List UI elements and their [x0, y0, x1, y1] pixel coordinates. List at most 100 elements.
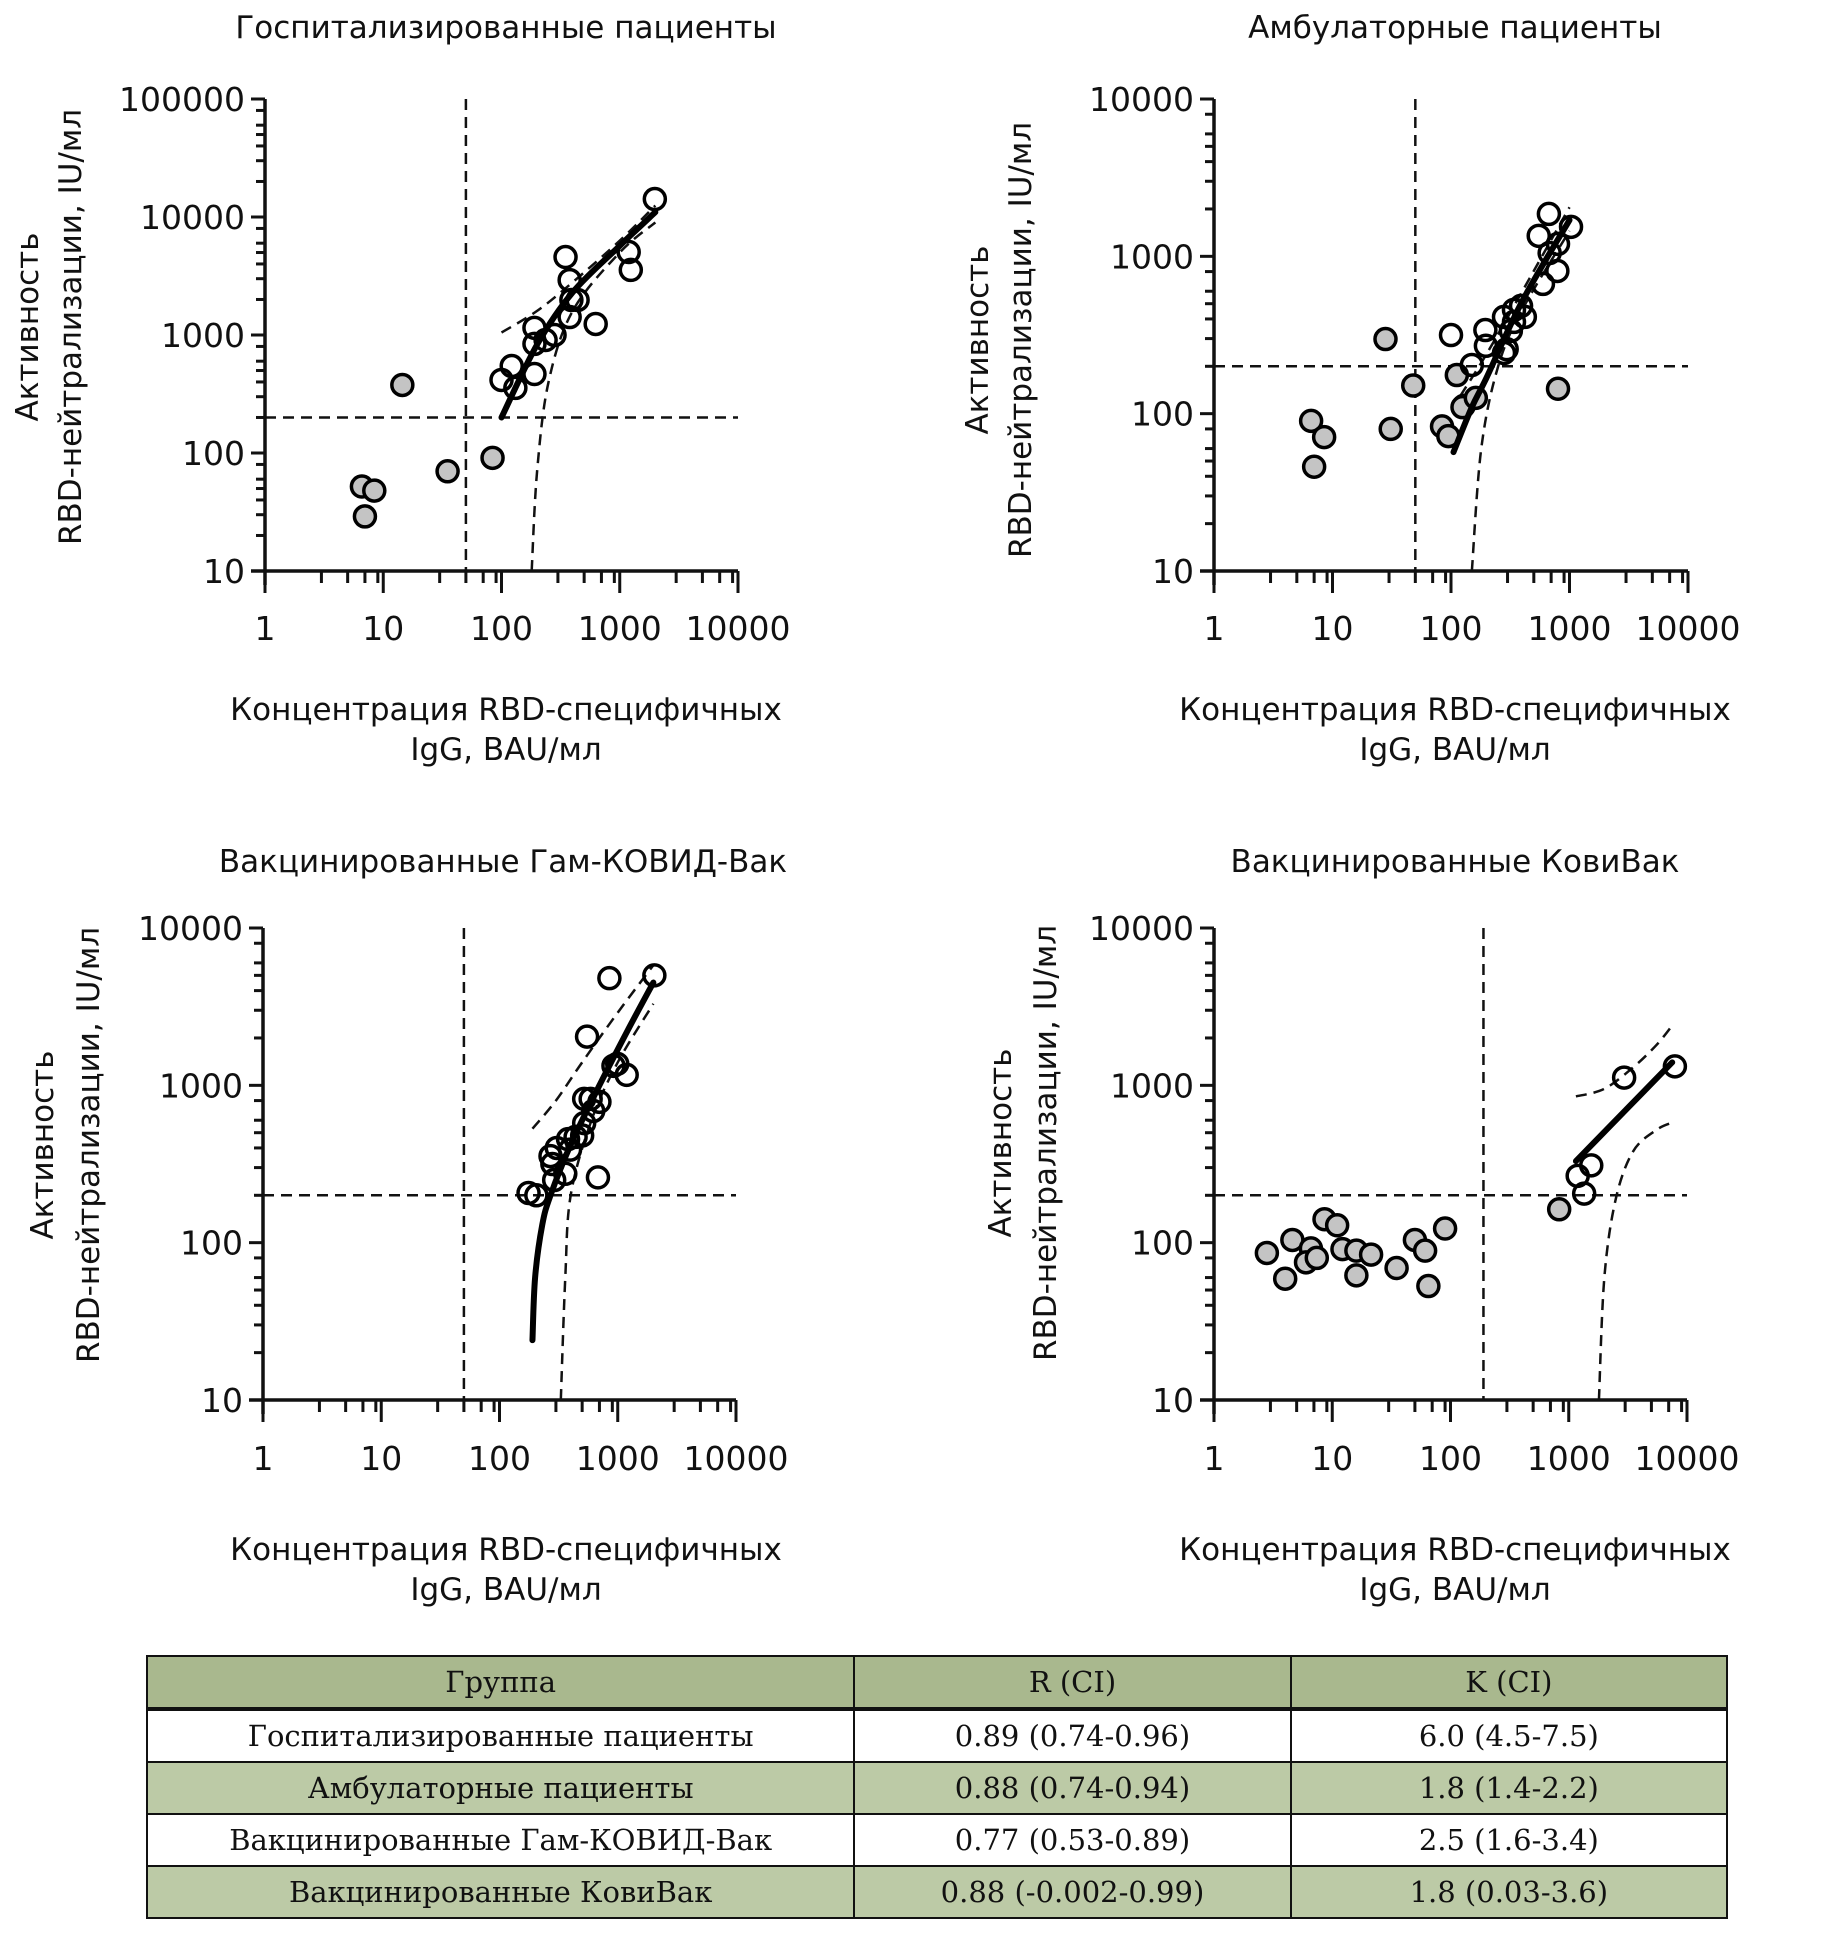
- y-tick-label: 100: [180, 1224, 243, 1263]
- x-tick-label: 1000: [578, 609, 662, 648]
- data-point-below-threshold: [1358, 1242, 1384, 1267]
- cell-group: Вакцинированные Гам-КОВИД-Вак: [145, 1813, 856, 1867]
- table-row: Вакцинированные КовиВак 0.88 (-0.002-0.9…: [145, 1865, 1729, 1919]
- y-tick-label: 100000: [119, 80, 245, 119]
- y-axis-title: RBD-нейтрализации, IU/мл: [1028, 925, 1064, 1361]
- y-axis-title: RBD-нейтрализации, IU/мл: [1003, 122, 1039, 558]
- x-axis-title: Концентрация RBD-специфичных: [1179, 692, 1731, 728]
- y-tick-label: 10000: [1089, 80, 1194, 119]
- y-axis-title: RBD-нейтрализации, IU/мл: [53, 109, 89, 545]
- x-tick-label: 1: [255, 609, 276, 648]
- y-tick-label: 1000: [159, 1066, 243, 1105]
- data-point-below-threshold: [480, 445, 505, 471]
- data-point-above-threshold: [1611, 1065, 1637, 1090]
- data-point-below-threshold: [1304, 1245, 1330, 1271]
- data-point-above-threshold: [583, 311, 608, 337]
- x-tick-label: 100: [1420, 609, 1483, 648]
- x-tick-label: 10000: [684, 1439, 789, 1478]
- y-tick-label: 1000: [161, 316, 245, 355]
- data-point-above-threshold: [1579, 1153, 1604, 1178]
- y-tick-label: 10: [201, 1381, 243, 1420]
- fit-curve: [1450, 217, 1573, 456]
- x-axis-title: IgG, BAU/мл: [410, 1572, 601, 1608]
- x-tick-label: 10000: [1635, 1439, 1740, 1478]
- data-point-below-threshold: [1416, 1273, 1441, 1299]
- data-point-below-threshold: [1545, 376, 1571, 402]
- y-tick-label: 1000: [1110, 237, 1194, 276]
- data-point-below-threshold: [1254, 1240, 1280, 1266]
- cell-k-ci: 6.0 (4.5-7.5): [1289, 1708, 1729, 1763]
- y-tick-label: 10000: [138, 909, 243, 948]
- data-point-below-threshold: [435, 459, 460, 484]
- panel-title: Госпитализированные пациенты: [235, 10, 776, 46]
- x-tick-label: 10: [1312, 609, 1354, 648]
- data-point-below-threshold: [1311, 424, 1337, 450]
- x-tick-label: 1000: [1527, 1439, 1611, 1478]
- x-axis-title: IgG, BAU/мл: [410, 732, 601, 768]
- data-point-above-threshold: [1558, 214, 1584, 240]
- y-tick-label: 10: [203, 552, 245, 591]
- fit-curve: [1572, 1059, 1676, 1165]
- data-point-below-threshold: [1400, 373, 1426, 398]
- data-point-above-threshold: [553, 244, 578, 270]
- cell-group: Амбулаторные пациенты: [145, 1761, 856, 1815]
- x-tick-label: 1: [253, 1439, 274, 1478]
- x-tick-label: 10: [360, 1439, 402, 1478]
- cell-group: Госпитализированные пациенты: [145, 1708, 856, 1763]
- data-point-below-threshold: [1378, 416, 1403, 442]
- data-point-above-threshold: [585, 1165, 611, 1190]
- ci-lower-curve: [1470, 230, 1571, 572]
- y-tick-label: 1000: [1110, 1066, 1194, 1105]
- x-axis-title: IgG, BAU/мл: [1359, 732, 1550, 768]
- y-axis-title: RBD-нейтрализации, IU/мл: [71, 927, 107, 1363]
- cell-k-ci: 2.5 (1.6-3.4): [1289, 1813, 1729, 1867]
- data-point-below-threshold: [1412, 1238, 1438, 1263]
- x-tick-label: 1: [1204, 609, 1225, 648]
- data-point-below-threshold: [1546, 1197, 1572, 1222]
- cell-group: Вакцинированные КовиВак: [145, 1865, 856, 1919]
- x-tick-label: 1000: [576, 1439, 660, 1478]
- x-tick-label: 1000: [1528, 609, 1612, 648]
- x-axis-title: Концентрация RBD-специфичных: [230, 692, 782, 728]
- ci-upper-curve: [500, 204, 657, 334]
- data-point-below-threshold: [1384, 1255, 1409, 1281]
- panel-covivac: Вакцинированные КовиВак 10 100 1000 10000 1 10…: [983, 844, 1739, 1608]
- header-r-ci: R (CI): [853, 1655, 1292, 1711]
- x-tick-label: 10: [1311, 1439, 1353, 1478]
- data-point-above-threshold: [503, 375, 528, 401]
- data-point-above-threshold: [1459, 352, 1485, 378]
- panel-outpatients: Амбулаторные пациенты 10 100 1000 10000 1 10 10…: [960, 10, 1740, 768]
- data-point-above-threshold: [614, 1062, 639, 1088]
- cell-r-ci: 0.88 (0.74-0.94): [853, 1761, 1292, 1815]
- data-point-above-threshold: [1536, 201, 1562, 227]
- cell-r-ci: 0.88 (-0.002-0.99): [853, 1865, 1292, 1919]
- data-point-above-threshold: [1473, 317, 1498, 343]
- x-tick-label: 100: [1419, 1439, 1482, 1478]
- x-tick-label: 10000: [1636, 609, 1741, 648]
- data-point-above-threshold: [1526, 223, 1551, 249]
- y-tick-label: 10000: [140, 198, 245, 237]
- data-point-below-threshold: [1272, 1266, 1298, 1291]
- data-point-below-threshold: [1432, 1216, 1458, 1241]
- data-point-above-threshold: [1438, 322, 1464, 348]
- data-point-above-threshold: [574, 1024, 600, 1049]
- table-row: Вакцинированные Гам-КОВИД-Вак 0.77 (0.53…: [145, 1813, 1729, 1867]
- x-axis-title: Концентрация RBD-специфичных: [1179, 1532, 1731, 1568]
- data-point-above-threshold: [489, 367, 514, 393]
- ci-upper-curve: [531, 964, 655, 1130]
- x-tick-label: 100: [470, 609, 533, 648]
- panel-gam-covid-vac: Вакцинированные Гам-КОВИД-Вак 10 100 1000 10…: [25, 844, 788, 1608]
- data-point-below-threshold: [1373, 326, 1398, 352]
- y-axis-title: Активность: [10, 232, 46, 421]
- panel-title: Амбулаторные пациенты: [1248, 10, 1662, 46]
- x-tick-label: 10: [362, 609, 404, 648]
- panel-title: Вакцинированные КовиВак: [1231, 844, 1680, 880]
- y-axis-title: Активность: [960, 245, 996, 434]
- data-point-below-threshold: [1324, 1213, 1350, 1238]
- cell-r-ci: 0.77 (0.53-0.89): [853, 1813, 1292, 1867]
- x-tick-label: 1: [1204, 1439, 1225, 1478]
- ci-lower-curve: [530, 221, 657, 572]
- data-point-below-threshold: [1344, 1263, 1369, 1288]
- table-row: Амбулаторные пациенты 0.88 (0.74-0.94) 1…: [145, 1761, 1729, 1815]
